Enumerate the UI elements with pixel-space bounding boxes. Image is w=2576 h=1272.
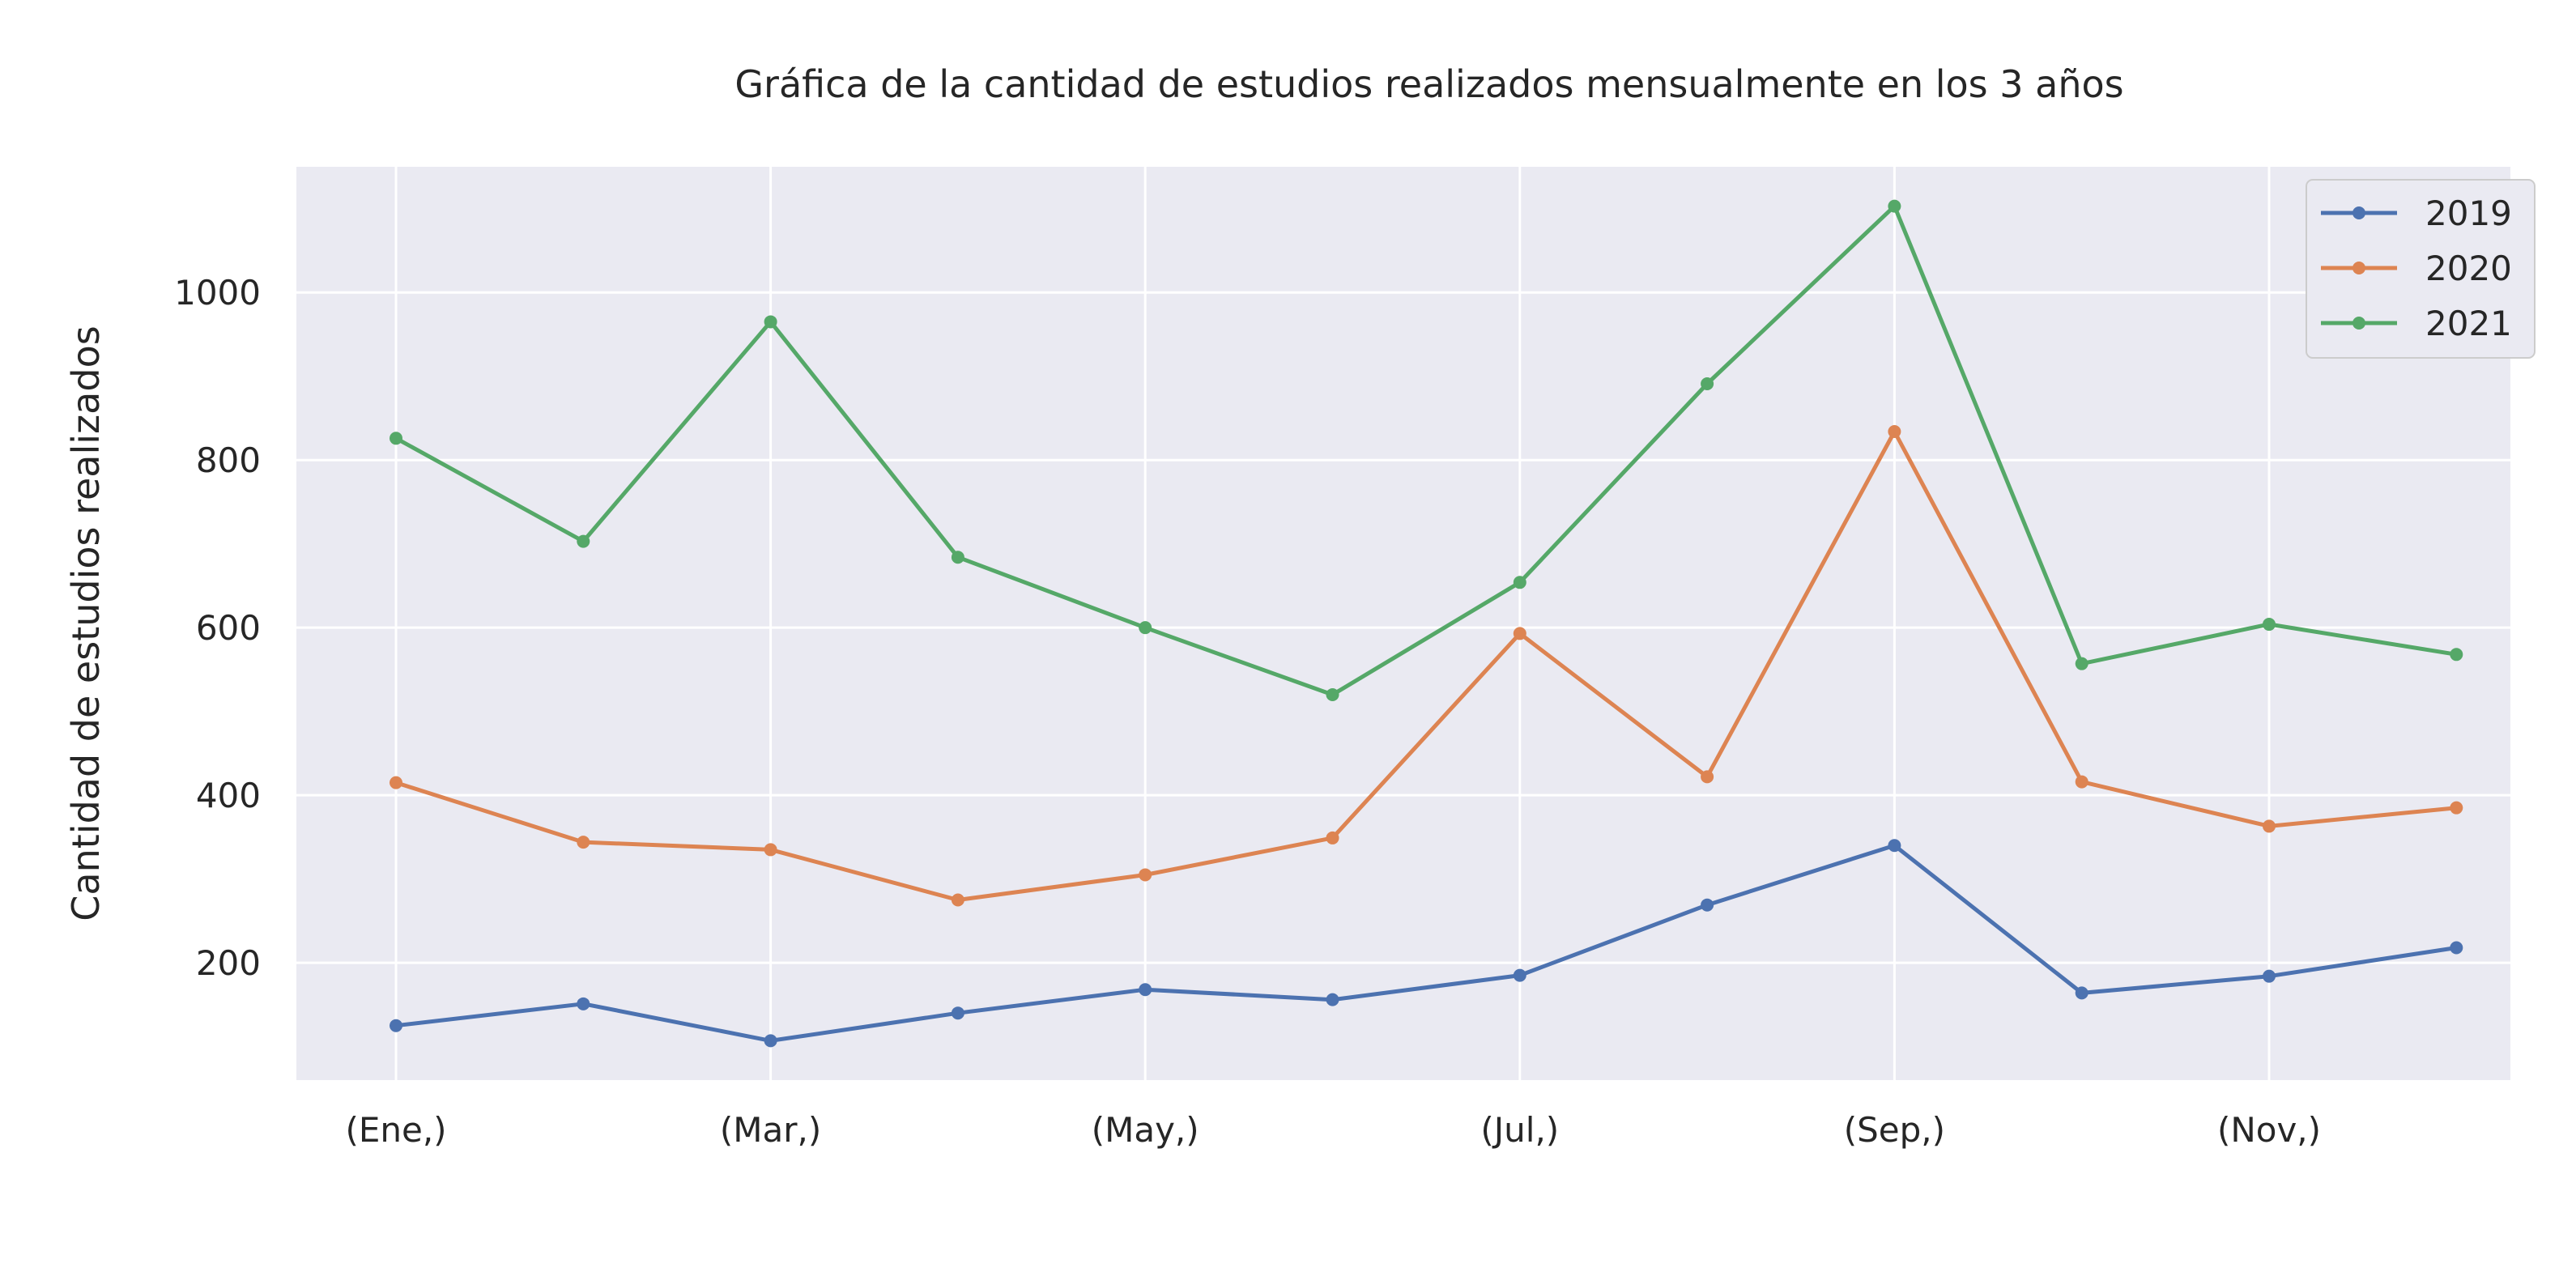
- y-tick-labels: 200 400 600 800 1000: [174, 273, 261, 983]
- y-tick-label: 800: [196, 440, 261, 480]
- data-point-2019: [1701, 898, 1714, 912]
- series-2021: [390, 199, 2463, 701]
- y-tick-label: 600: [196, 608, 261, 648]
- y-axis-label: Cantidad de estudios realizados: [64, 325, 108, 921]
- series-line-2019: [395, 843, 2457, 1043]
- y-tick-label: 200: [196, 943, 261, 983]
- data-point-2021: [2263, 618, 2276, 632]
- data-point-2020: [1701, 770, 1714, 784]
- x-tick-label: (Mar,): [720, 1110, 821, 1150]
- legend-item-2019: 2019: [2321, 194, 2512, 233]
- data-point-2021: [1888, 199, 1901, 213]
- data-point-2021: [764, 315, 777, 329]
- data-point-2019: [1513, 968, 1526, 982]
- data-point-2019: [2075, 986, 2088, 1000]
- legend-label: 2020: [2425, 249, 2512, 288]
- data-point-2019: [390, 1019, 402, 1032]
- series-2019: [390, 839, 2463, 1048]
- x-tick-label: (Ene,): [345, 1110, 446, 1150]
- data-point-2020: [1888, 425, 1901, 439]
- x-tick-labels: (Ene,) (Mar,) (May,) (Jul,) (Sep,) (Nov,): [345, 1110, 2321, 1150]
- data-point-2019: [1326, 993, 1339, 1006]
- data-point-2021: [1139, 621, 1152, 635]
- chart-title: Gráfica de la cantidad de estudios reali…: [734, 62, 2123, 106]
- data-point-2019: [951, 1006, 964, 1020]
- series-line-2021: [394, 204, 2457, 697]
- x-tick-label: (May,): [1092, 1110, 1199, 1150]
- x-tick-label: (Sep,): [1844, 1110, 1945, 1150]
- data-point-2020: [1326, 831, 1339, 844]
- series-2020: [390, 425, 2463, 907]
- legend-box: [2306, 179, 2536, 359]
- data-point-2019: [577, 997, 590, 1010]
- data-point-2020: [2075, 775, 2088, 789]
- legend-label: 2021: [2425, 304, 2512, 343]
- series-layer: [390, 199, 2463, 1048]
- data-point-2020: [764, 843, 777, 857]
- data-point-2020: [2263, 819, 2276, 833]
- data-point-2021: [577, 534, 590, 548]
- legend-item-2021: 2021: [2321, 304, 2512, 343]
- x-tick-label: (Nov,): [2217, 1110, 2321, 1150]
- series-line-2020: [395, 429, 2457, 902]
- legend-item-2020: 2020: [2321, 249, 2512, 288]
- data-point-2019: [2450, 941, 2463, 955]
- data-point-2021: [2075, 657, 2088, 670]
- legend-marker: [2352, 262, 2365, 274]
- data-point-2021: [951, 551, 964, 564]
- data-point-2020: [2450, 801, 2463, 815]
- data-point-2020: [951, 893, 964, 907]
- data-point-2020: [1139, 868, 1152, 882]
- data-point-2020: [390, 776, 402, 789]
- data-point-2021: [1326, 687, 1339, 701]
- data-point-2021: [1513, 576, 1526, 589]
- data-point-2019: [2263, 969, 2276, 983]
- legend-marker: [2352, 206, 2365, 219]
- grid-lines: [296, 167, 2510, 1080]
- data-point-2019: [1139, 983, 1152, 997]
- plot-area: [296, 167, 2510, 1080]
- legend-marker: [2352, 317, 2365, 330]
- data-point-2021: [1701, 377, 1714, 391]
- data-point-2020: [1513, 627, 1526, 640]
- legend-label: 2019: [2425, 194, 2512, 233]
- x-tick-label: (Jul,): [1480, 1110, 1559, 1150]
- data-point-2020: [577, 836, 590, 849]
- legend: 2019 2020 2021: [2306, 179, 2536, 359]
- y-tick-label: 400: [196, 776, 261, 815]
- data-point-2021: [2450, 648, 2463, 662]
- data-point-2019: [764, 1034, 777, 1048]
- y-tick-label: 1000: [174, 273, 261, 313]
- data-point-2021: [390, 432, 402, 445]
- data-point-2019: [1888, 839, 1901, 853]
